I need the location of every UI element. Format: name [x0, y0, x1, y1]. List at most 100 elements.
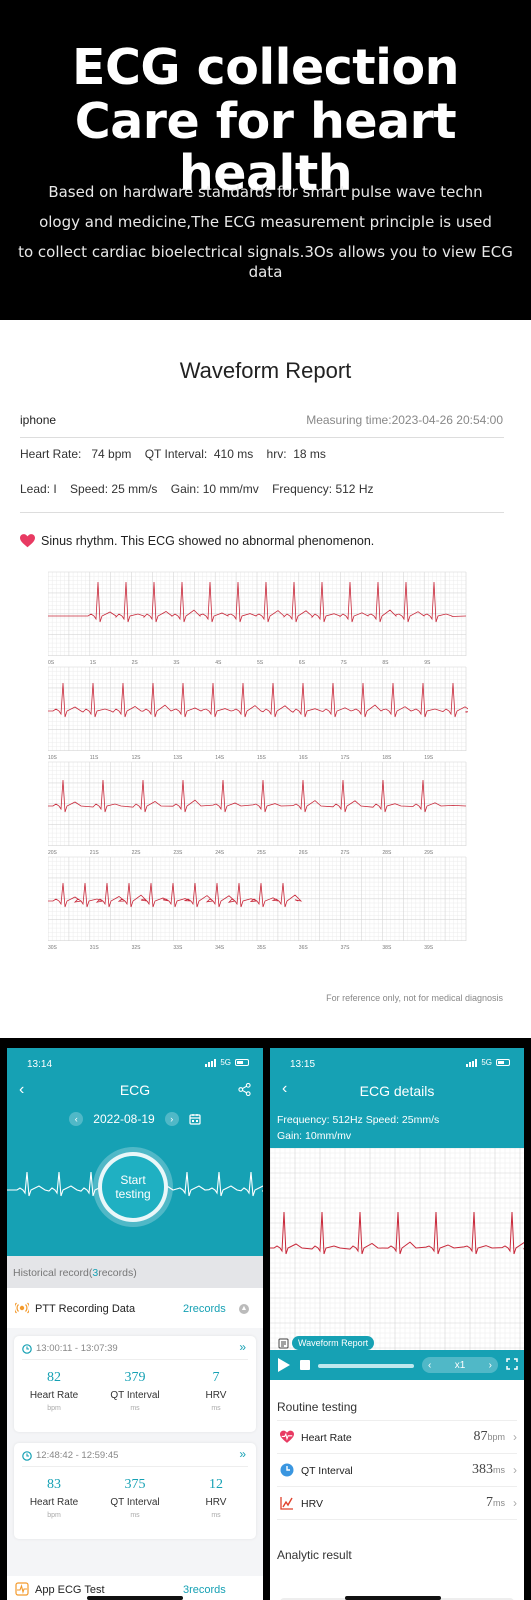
ecg-row: 30S 31S 32S 33S 34S 35S 36S 37S 38S 39S	[48, 856, 467, 950]
hr-value: 83	[47, 1477, 61, 1492]
time-tick-label: 0S	[48, 660, 55, 666]
next-date-button[interactable]: ›	[164, 1112, 179, 1126]
hrv-unit: ms	[211, 1512, 221, 1519]
start-testing-button[interactable]: Start testing	[98, 1152, 168, 1222]
clock-icon	[280, 1463, 294, 1477]
report-icon	[278, 1338, 289, 1348]
metric-row-heart-rate[interactable]: Heart Rate 87bpm ›	[277, 1420, 517, 1453]
metric-name: Heart Rate	[301, 1432, 352, 1444]
history-label: Historical record(	[13, 1267, 93, 1279]
hr-value: 82	[47, 1370, 61, 1385]
ptt-record-count: 2records	[183, 1303, 226, 1315]
verdict-text: Sinus rhythm. This ECG showed no abnorma…	[41, 534, 375, 548]
time-tick-label: 8S	[382, 660, 389, 666]
ecg-trace	[48, 882, 303, 908]
ecg-details-screen: 13:15 5G ‹ ECG details Frequency: 512Hz …	[270, 1048, 524, 1600]
frequency-speed: Frequency: 512Hz Speed: 25mm/s	[277, 1114, 440, 1126]
back-icon[interactable]: ‹	[19, 1081, 25, 1098]
ptt-icon	[15, 1302, 29, 1314]
hero-desc-line1: Based on hardware standards for smart pu…	[48, 183, 483, 201]
hrv-label: HRV	[205, 1497, 227, 1508]
home-indicator[interactable]	[87, 1596, 183, 1600]
start-label-line2: testing	[115, 1187, 151, 1201]
grid-major-lines	[48, 666, 467, 751]
stop-icon[interactable]	[300, 1360, 310, 1370]
share-icon[interactable]	[238, 1083, 251, 1096]
hr-label: Heart Rate	[29, 1497, 79, 1508]
report-verdict: Sinus rhythm. This ECG showed no abnorma…	[20, 534, 374, 548]
play-icon[interactable]	[278, 1358, 290, 1372]
time-tick-label: 27S	[341, 850, 351, 856]
time-tick-label: 39S	[424, 945, 434, 950]
routine-testing-heading: Routine testing	[277, 1400, 358, 1414]
time-tick-label: 7S	[341, 660, 348, 666]
record-card[interactable]: 12:48:42 - 12:59:45 » 83 Heart Rate bpm …	[14, 1443, 256, 1539]
time-tick-label: 9S	[424, 660, 431, 666]
divider	[20, 437, 504, 438]
ecg-details-header: 13:15 5G ‹ ECG details Frequency: 512Hz …	[270, 1048, 524, 1148]
metric-row-qt-interval[interactable]: QT Interval 383ms ›	[277, 1453, 517, 1486]
ecg-trace	[270, 1211, 524, 1255]
home-indicator[interactable]	[345, 1596, 441, 1600]
waveform-report-badge[interactable]: Waveform Report	[292, 1336, 375, 1350]
status-bar: 13:14 5G	[7, 1048, 263, 1078]
expand-chevron-icon[interactable]: »	[239, 1340, 246, 1354]
gain-label: Gain: 10mm/mv	[277, 1130, 352, 1142]
waveform-report-link[interactable]: Waveform Report	[278, 1336, 375, 1350]
metric-number: 383	[472, 1462, 493, 1477]
speed-up-icon[interactable]: ›	[488, 1359, 492, 1371]
speed-selector[interactable]: ‹ x1 ›	[422, 1357, 498, 1373]
back-icon[interactable]: ‹	[282, 1080, 288, 1097]
time-tick-label: 26S	[299, 850, 309, 856]
metric-row-hrv[interactable]: HRV 7ms ›	[277, 1486, 517, 1519]
nav-bar: ‹ ECG	[7, 1079, 263, 1103]
report-device: iphone	[20, 413, 57, 427]
prev-date-button[interactable]: ‹	[69, 1112, 84, 1126]
speed-down-icon[interactable]: ‹	[428, 1359, 432, 1371]
report-title: Waveform Report	[179, 358, 352, 383]
time-tick-label: 35S	[257, 945, 267, 950]
time-tick-label: 36S	[299, 945, 309, 950]
record-time-range: 13:00:11 - 13:07:39	[22, 1343, 118, 1354]
selected-date[interactable]: 2022-08-19	[93, 1112, 155, 1126]
ecg-strip-chart: 0S 1S 2S 3S 4S 5S 6S 7S 8S 9S 10S 11S 12S 13S 14S 15S 16…	[48, 571, 468, 950]
record-qt: 375 QT Interval ms	[95, 1477, 175, 1519]
ptt-label: PTT Recording Data	[35, 1303, 136, 1315]
time-tick-label: 32S	[132, 945, 142, 950]
divider	[22, 1466, 248, 1467]
metric-unit: bpm	[487, 1432, 505, 1442]
hero-title-line1: ECG collection	[71, 39, 460, 96]
status-time: 13:14	[27, 1059, 53, 1070]
time-tick-label: 15S	[257, 755, 267, 761]
time-tick-label: 19S	[424, 755, 434, 761]
ecg-detail-chart[interactable]	[270, 1148, 524, 1350]
time-tick-label: 33S	[173, 945, 183, 950]
time-tick-label: 34S	[215, 945, 225, 950]
qt-value: 379	[124, 1370, 146, 1385]
record-card[interactable]: 13:00:11 - 13:07:39 » 82 Heart Rate bpm …	[14, 1336, 256, 1432]
hrv-value: 7	[212, 1370, 220, 1385]
grid-major-lines	[48, 571, 467, 656]
heart-icon	[280, 1430, 294, 1443]
calendar-icon[interactable]	[189, 1113, 201, 1125]
ecg-row: 10S 11S 12S 13S 14S 15S 16S 17S 18S 19S	[48, 666, 468, 761]
app-ecg-record-count: 3records	[183, 1584, 226, 1596]
collapse-icon[interactable]: ▲	[239, 1304, 249, 1314]
playback-progress[interactable]	[318, 1364, 414, 1368]
time-tick-label: 1S	[90, 660, 97, 666]
ecg-app-icon	[15, 1582, 29, 1596]
chevron-right-icon: ›	[513, 1430, 517, 1444]
divider	[277, 1519, 517, 1520]
fullscreen-icon[interactable]	[506, 1358, 518, 1370]
analytic-result-heading: Analytic result	[277, 1548, 352, 1562]
hero-title-line2: Care for heart health	[74, 93, 457, 202]
ptt-record-group[interactable]: PTT Recording Data 2records ▲	[7, 1288, 263, 1328]
time-tick-label: 21S	[90, 850, 100, 856]
chevron-right-icon: ›	[513, 1496, 517, 1510]
metric-number: 87	[473, 1429, 488, 1444]
time-tick-label: 29S	[424, 850, 434, 856]
hrv-value: 12	[209, 1477, 223, 1492]
hero-desc-line2: ology and medicine,The ECG measurement p…	[39, 213, 492, 231]
time-tick-label: 13S	[173, 755, 183, 761]
expand-chevron-icon[interactable]: »	[239, 1447, 246, 1461]
